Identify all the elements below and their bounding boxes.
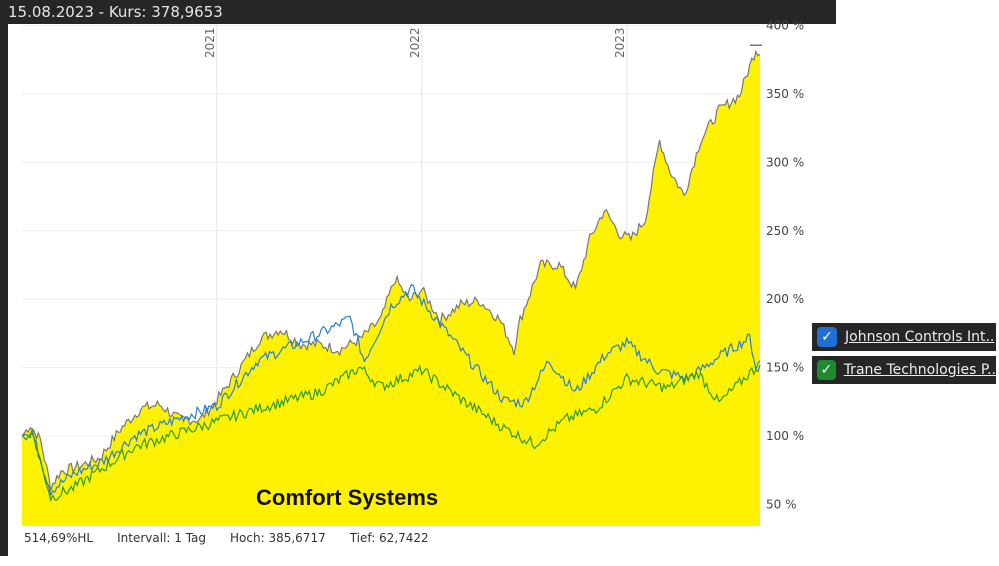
y-tick-label: 100 % <box>766 429 804 443</box>
legend-label[interactable]: Trane Technologies P.. <box>843 362 996 378</box>
y-tick-label: 400 % <box>766 19 804 33</box>
x-tick-label: 2022 <box>408 27 422 58</box>
series-layer <box>21 44 762 526</box>
checkbox-checked-icon[interactable]: ✓ <box>817 327 837 347</box>
y-tick-label: 200 % <box>766 292 804 306</box>
footer-stats: 514,69%HL Intervall: 1 Tag Hoch: 385,671… <box>24 531 453 545</box>
date-price-readout: 15.08.2023 - Kurs: 378,9653 <box>8 3 223 21</box>
x-tick-label: 2021 <box>203 27 217 58</box>
interval-stat[interactable]: Intervall: 1 Tag <box>117 531 207 545</box>
frame-left <box>0 24 8 556</box>
y-tick-label: 300 % <box>766 155 804 169</box>
series-line-comfort-systems <box>21 49 761 492</box>
series-line-johnson-controls-int <box>21 283 761 497</box>
header-bar: 15.08.2023 - Kurs: 378,9653 <box>0 0 836 24</box>
chart-title: Comfort Systems <box>256 485 438 510</box>
range-stat: 514,69%HL <box>24 531 94 545</box>
y-axis: 50 % 100 % 150 % 200 % 250 % 300 % 350 % 400 % <box>766 19 804 512</box>
legend-item-trane-technologies[interactable]: ✓ Trane Technologies P.. <box>812 356 996 384</box>
series-line-trane-technologies-p <box>21 364 761 503</box>
y-tick-label: 150 % <box>766 361 804 375</box>
high-stat: Hoch: 385,6717 <box>230 531 326 545</box>
x-tick-label: 2023 <box>613 27 627 58</box>
legend-label[interactable]: Johnson Controls Int.. <box>845 329 995 345</box>
x-axis: 2021 2022 2023 <box>203 27 627 58</box>
low-stat: Tief: 62,7422 <box>349 531 429 545</box>
y-tick-label: 250 % <box>766 224 804 238</box>
y-tick-label: 50 % <box>766 497 797 511</box>
legend-item-johnson-controls[interactable]: ✓ Johnson Controls Int.. <box>812 323 996 351</box>
checkbox-checked-icon[interactable]: ✓ <box>817 360 836 380</box>
y-tick-label: 350 % <box>766 87 804 101</box>
